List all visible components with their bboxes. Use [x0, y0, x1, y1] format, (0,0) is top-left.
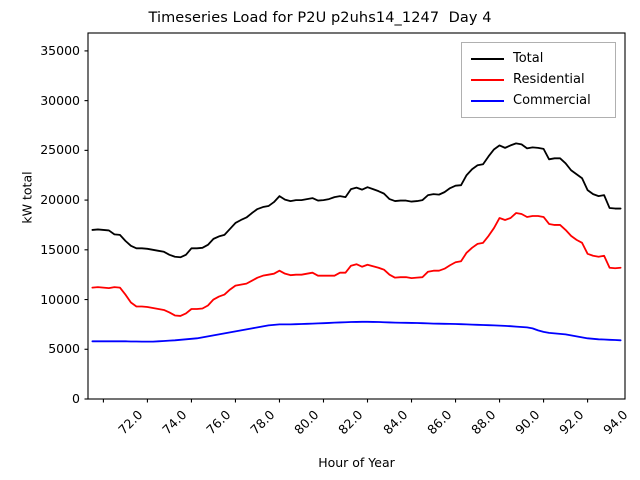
legend-item-commercial[interactable]: Commercial: [468, 90, 609, 111]
legend-label: Residential: [513, 72, 585, 87]
series-lines: [91, 142, 622, 343]
y-tick-label: 5000: [48, 341, 80, 357]
series-line-residential: [91, 212, 622, 317]
chart-legend: Total Residential Commercial: [461, 42, 616, 118]
legend-label: Commercial: [513, 93, 591, 108]
series-line-commercial: [91, 320, 622, 343]
y-tick-label: 30000: [40, 92, 80, 108]
legend-label: Total: [513, 51, 544, 66]
y-tick-label: 25000: [40, 142, 80, 158]
legend-swatch-residential-icon: [471, 78, 504, 81]
y-tick-label: 20000: [40, 192, 80, 208]
tick-marks: [84, 50, 589, 403]
y-tick-label: 15000: [40, 241, 80, 257]
y-axis-label: kW total: [19, 171, 35, 224]
chart-title: Timeseries Load for P2U p2uhs14_1247 Day…: [148, 10, 492, 26]
series-line-total: [91, 142, 622, 259]
legend-swatch-total-icon: [471, 57, 504, 60]
x-axis-label: Hour of Year: [318, 455, 395, 470]
legend-item-total[interactable]: Total: [468, 48, 609, 69]
y-tick-label: 10000: [40, 291, 80, 307]
legend-item-residential[interactable]: Residential: [468, 69, 609, 90]
axes-frame: [87, 32, 626, 400]
y-tick-label: 35000: [40, 42, 80, 58]
legend-swatch-commercial-icon: [471, 99, 504, 102]
y-tick-label: 0: [72, 391, 80, 406]
